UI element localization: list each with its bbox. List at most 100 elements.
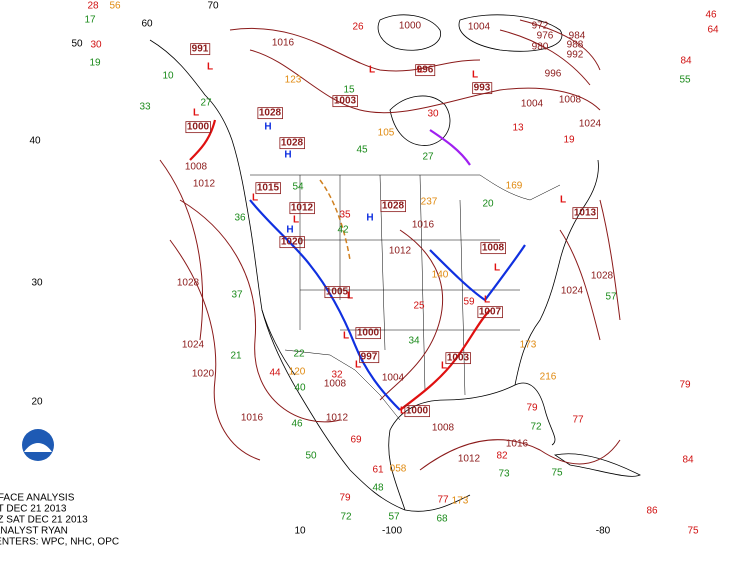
pressure-center-symbol: H — [366, 213, 373, 224]
isobar-label: 1024 — [561, 286, 584, 297]
isobar-label: 980 — [532, 42, 549, 53]
temperature: 77 — [572, 415, 584, 426]
cold-front — [429, 244, 526, 302]
pressure-box — [415, 64, 436, 77]
grid-label: -100 — [382, 526, 402, 537]
temperature: 237 — [421, 197, 438, 208]
temperature: 21 — [230, 351, 242, 362]
logo-wave — [24, 443, 52, 452]
pressure-center-value: 1000 — [187, 122, 210, 133]
isobar-label: 972 — [532, 21, 549, 32]
temperature: 46 — [291, 419, 303, 430]
pressure-box — [255, 182, 281, 195]
isobar — [249, 49, 601, 114]
temperature: 82 — [496, 451, 508, 462]
pressure-box — [359, 351, 380, 364]
trough — [319, 179, 351, 261]
us-mexico-border — [284, 349, 401, 421]
isobar-label: 996 — [545, 69, 562, 80]
temperature: 50 — [305, 451, 317, 462]
temperature: 73 — [498, 469, 510, 480]
temperature: 44 — [269, 368, 281, 379]
temperature: 48 — [372, 483, 384, 494]
temperature: 25 — [413, 301, 425, 312]
pressure-center-symbol: L — [355, 360, 361, 371]
temperature: 37 — [231, 290, 243, 301]
isobar-label: 1028 — [177, 278, 200, 289]
pressure-center-symbol: L — [484, 295, 490, 306]
us-canada-border — [250, 174, 561, 201]
temperature: 54 — [292, 182, 304, 193]
temperature: 19 — [563, 135, 575, 146]
pressure-center-value: 1028 — [382, 201, 405, 212]
isobar-label: 1004 — [521, 99, 544, 110]
pressure-center-symbol: L — [400, 406, 406, 417]
isobar-label: 1024 — [579, 119, 602, 130]
temperature: 173 — [452, 496, 469, 507]
temperature: 22 — [293, 349, 305, 360]
pressure-center-symbol: L — [293, 215, 299, 226]
temperature: 46 — [705, 10, 717, 21]
pressure-center-value: 1005 — [326, 287, 349, 298]
pressure-center-symbol: L — [369, 65, 375, 76]
grid-label: 60 — [141, 19, 153, 30]
pressure-center-value: 1000 — [357, 328, 380, 339]
pressure-center-value: 1020 — [281, 237, 304, 248]
pressure-center-symbol: L — [347, 291, 353, 302]
pressure-center-value: 997 — [361, 352, 378, 363]
pressure-center-value: 1028 — [259, 108, 282, 119]
isobar — [159, 159, 204, 341]
temperature: 79 — [339, 493, 351, 504]
pressure-center-symbol: H — [286, 225, 293, 236]
isobar-label: 1012 — [458, 454, 481, 465]
bulletin-line: ISSUED: 1621Z SAT DEC 21 2013 — [0, 515, 88, 526]
temperature: 57 — [388, 512, 400, 523]
fronts — [189, 119, 526, 411]
isobar-label: 992 — [567, 50, 584, 61]
isobar-label: 1004 — [382, 373, 405, 384]
isobar-label: 1016 — [241, 413, 264, 424]
pressure-center-symbol: L — [472, 70, 478, 81]
temperature: 75 — [687, 526, 699, 537]
pressure-box — [445, 352, 471, 365]
temperature: 32 — [331, 370, 343, 381]
grid-label: 20 — [31, 397, 43, 408]
isobar-label: 1016 — [506, 439, 529, 450]
baja — [261, 309, 296, 376]
pressure-center-value: 993 — [474, 83, 491, 94]
temperature: 86 — [646, 506, 658, 517]
temperature: 30 — [90, 40, 102, 51]
isobar — [559, 229, 601, 341]
grid-label: 50 — [71, 39, 83, 50]
isobar-label: 1012 — [389, 246, 412, 257]
pressure-box — [380, 200, 406, 213]
isobar — [599, 199, 621, 321]
pressure-center-value: 1012 — [291, 203, 314, 214]
isobar-label: 1008 — [185, 162, 208, 173]
temperature: 36 — [234, 213, 246, 224]
pressure-box — [279, 137, 305, 150]
borders — [250, 174, 561, 421]
pressure-center-symbol: L — [207, 62, 213, 73]
bulletin-line: BY WPC ANALYST RYAN — [0, 526, 68, 537]
temperature: 84 — [682, 455, 694, 466]
temperature: 56 — [109, 1, 121, 12]
noaa-logo — [22, 429, 54, 461]
pressure-center-symbol: H — [284, 150, 291, 161]
pressure-box — [480, 242, 506, 255]
temperature: 79 — [679, 380, 691, 391]
pressure-center-value: 1000 — [406, 406, 429, 417]
temperature: 75 — [551, 468, 563, 479]
temperature: 79 — [526, 403, 538, 414]
bulletin-line: 1500Z SURFACE ANALYSIS — [0, 493, 75, 504]
pressure-box — [185, 121, 211, 134]
pressure-box — [477, 306, 503, 319]
isobars — [159, 19, 621, 471]
occluded-front — [429, 129, 471, 166]
bulletin-line: COLLABORATING CENTERS: WPC, NHC, OPC — [0, 537, 119, 548]
pressure-box — [324, 286, 350, 299]
isobar-label: 1016 — [412, 220, 435, 231]
temperature: 27 — [422, 152, 434, 163]
temperature: 77 — [437, 495, 449, 506]
